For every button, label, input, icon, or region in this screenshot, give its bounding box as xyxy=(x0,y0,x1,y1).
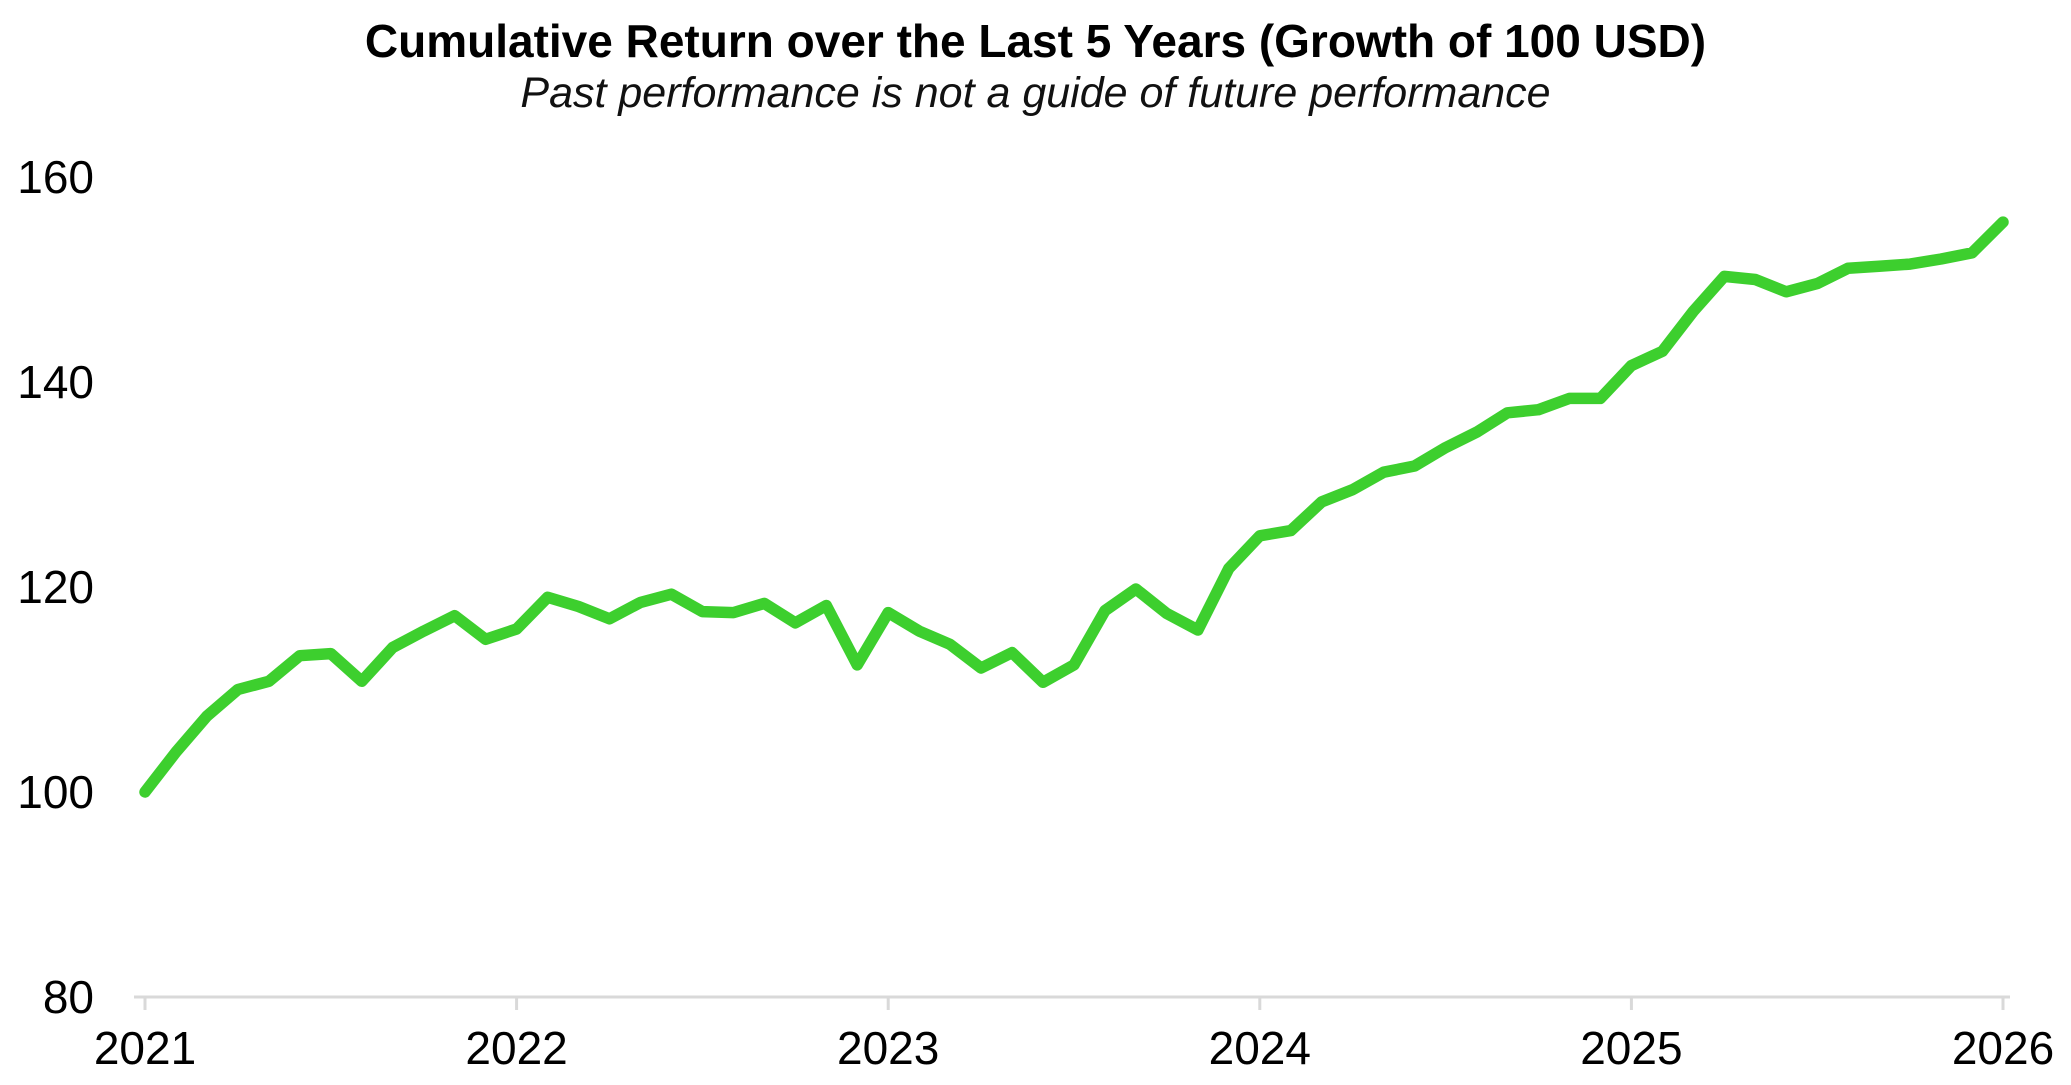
x-axis-tick-label: 2021 xyxy=(94,1022,196,1074)
y-axis-tick-label: 100 xyxy=(17,766,94,818)
x-axis-tick-label: 2022 xyxy=(465,1022,567,1074)
x-axis-tick-label: 2025 xyxy=(1580,1022,1682,1074)
chart-title: Cumulative Return over the Last 5 Years … xyxy=(364,15,1707,67)
y-axis-tick-label: 120 xyxy=(17,561,94,613)
x-axis-tick-label: 2024 xyxy=(1209,1022,1311,1074)
x-axis-tick-label: 2026 xyxy=(1952,1022,2054,1074)
y-axis-tick-label: 140 xyxy=(17,356,94,408)
y-axis-tick-label: 160 xyxy=(17,151,94,203)
chart-subtitle: Past performance is not a guide of futur… xyxy=(520,69,1551,117)
cumulative-return-line xyxy=(139,216,2009,798)
x-axis-tick-label: 2023 xyxy=(837,1022,939,1074)
y-axis-tick-label: 80 xyxy=(43,971,94,1023)
